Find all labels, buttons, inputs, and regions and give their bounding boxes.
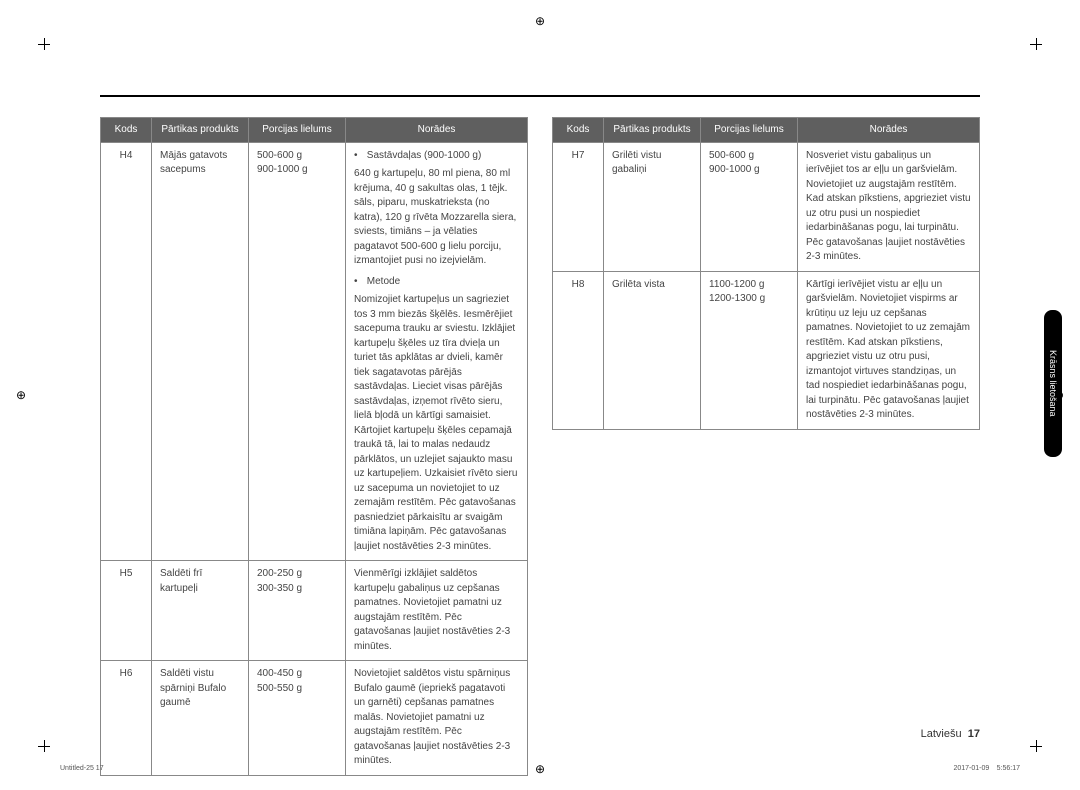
th-notes: Norādes (798, 118, 980, 143)
cell-notes: Kārtīgi ierīvējiet vistu ar eļļu un garš… (798, 271, 980, 429)
horizontal-rule (100, 95, 980, 97)
th-product: Pārtikas produkts (152, 118, 249, 143)
cell-code: H5 (101, 561, 152, 661)
cell-product: Saldēti frīkartupeļi (152, 561, 249, 661)
cooking-guide-table-left: Kods Pārtikas produkts Porcijas lielums … (100, 117, 528, 776)
section-tab: Krāsns lietošana (1044, 310, 1062, 457)
cell-code: H4 (101, 142, 152, 561)
table-row: H8Grilēta vista1100-1200 g1200-1300 gKār… (553, 271, 980, 429)
left-column: Kods Pārtikas produkts Porcijas lielums … (100, 117, 528, 776)
cell-portion: 1100-1200 g1200-1300 g (701, 271, 798, 429)
cell-code: H8 (553, 271, 604, 429)
print-mark-right: 2017-01-09 5:56:17 (953, 765, 1020, 772)
table-row: H7Grilēti vistugabaliņi500-600 g900-1000… (553, 142, 980, 271)
cell-portion: 500-600 g900-1000 g (249, 142, 346, 561)
cell-code: H6 (101, 661, 152, 776)
th-notes: Norādes (346, 118, 528, 143)
cell-product: Grilēta vista (604, 271, 701, 429)
th-portion: Porcijas lielums (249, 118, 346, 143)
th-code: Kods (101, 118, 152, 143)
print-mark-left: Untitled-25 17 (60, 765, 104, 772)
th-code: Kods (553, 118, 604, 143)
table-row: H4Mājās gatavotssacepums500-600 g900-100… (101, 142, 528, 561)
table-row: H6Saldēti vistuspārniņi Bufalogaumē400-4… (101, 661, 528, 776)
footer-page-number: 17 (968, 728, 980, 740)
cell-code: H7 (553, 142, 604, 271)
cell-product: Saldēti vistuspārniņi Bufalogaumē (152, 661, 249, 776)
right-column: Kods Pārtikas produkts Porcijas lielums … (552, 117, 980, 776)
footer-language: Latviešu (921, 728, 962, 740)
table-row: H5Saldēti frīkartupeļi200-250 g300-350 g… (101, 561, 528, 661)
cell-notes: • Sastāvdaļas (900-1000 g)640 g kartupeļ… (346, 142, 528, 561)
th-portion: Porcijas lielums (701, 118, 798, 143)
cell-product: Grilēti vistugabaliņi (604, 142, 701, 271)
cell-notes: Novietojiet saldētos vistu spārniņus Buf… (346, 661, 528, 776)
cell-portion: 500-600 g900-1000 g (701, 142, 798, 271)
cell-notes: Nosveriet vistu gabaliņus un ierīvējiet … (798, 142, 980, 271)
page-content: Kods Pārtikas produkts Porcijas lielums … (0, 0, 1080, 790)
cell-portion: 200-250 g300-350 g (249, 561, 346, 661)
cell-portion: 400-450 g500-550 g (249, 661, 346, 776)
th-product: Pārtikas produkts (604, 118, 701, 143)
cell-notes: Vienmērīgi izklājiet saldētos kartupeļu … (346, 561, 528, 661)
cooking-guide-table-right: Kods Pārtikas produkts Porcijas lielums … (552, 117, 980, 430)
page-footer: Latviešu 17 (921, 728, 980, 740)
cell-product: Mājās gatavotssacepums (152, 142, 249, 561)
